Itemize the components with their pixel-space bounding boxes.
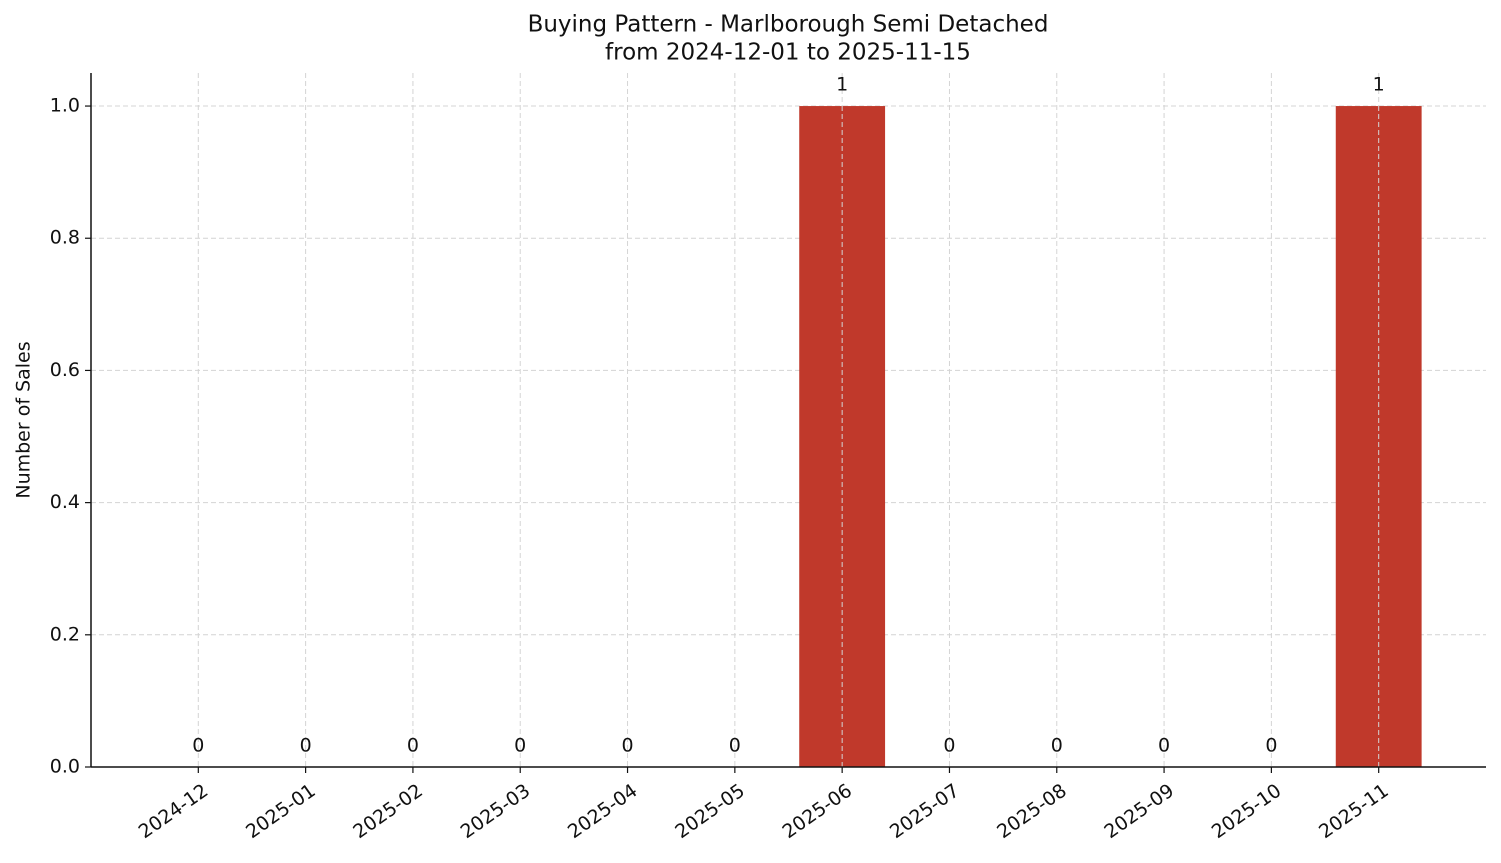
chart-title: Buying Pattern - Marlborough Semi Detach… (528, 12, 1049, 38)
data-label: 0 (1158, 735, 1170, 757)
x-tick-label: 2025-10 (1208, 780, 1286, 844)
data-label: 0 (729, 735, 741, 757)
data-label: 0 (943, 735, 955, 757)
data-label: 0 (192, 735, 204, 757)
data-label: 0 (621, 735, 633, 757)
x-tick-label: 2025-02 (349, 780, 427, 844)
x-tick-label: 2025-11 (1315, 780, 1393, 844)
x-tick-label: 2025-06 (779, 780, 857, 844)
y-tick-label: 0.4 (50, 491, 80, 513)
x-tick-label: 2025-04 (564, 780, 642, 844)
x-tick-label: 2025-03 (457, 780, 535, 844)
x-tick-label: 2025-01 (242, 780, 320, 844)
data-label: 0 (300, 735, 312, 757)
y-tick-label: 0.6 (50, 359, 80, 381)
data-label: 1 (1373, 74, 1385, 96)
data-label: 1 (836, 74, 848, 96)
data-label: 0 (1265, 735, 1277, 757)
data-label: 0 (514, 735, 526, 757)
x-tick-label: 2025-08 (993, 780, 1071, 844)
x-tick-label: 2025-05 (671, 780, 749, 844)
y-axis-label: Number of Sales (13, 341, 35, 498)
x-tick-label: 2025-07 (886, 780, 964, 844)
y-tick-label: 0.2 (50, 623, 80, 645)
data-label: 0 (407, 735, 419, 757)
x-tick-label: 2024-12 (135, 780, 213, 844)
y-tick-label: 0.0 (50, 756, 80, 778)
data-label: 0 (1051, 735, 1063, 757)
chart-subtitle: from 2024-12-01 to 2025-11-15 (605, 40, 971, 66)
y-tick-label: 1.0 (50, 95, 80, 117)
x-tick-label: 2025-09 (1100, 780, 1178, 844)
y-tick-label: 0.8 (50, 227, 80, 249)
